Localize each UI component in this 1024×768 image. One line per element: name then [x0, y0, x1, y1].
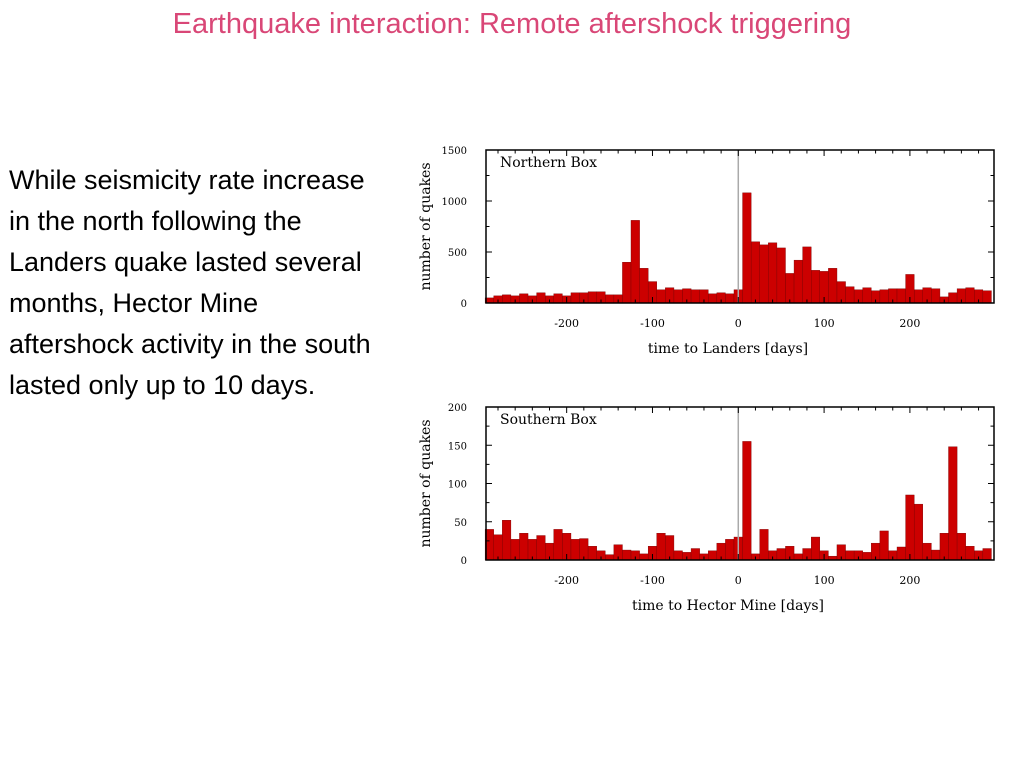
northern-box-chart: -200 -100 0 100 200 0 500 1000 1500 Northern Box t…	[418, 146, 995, 357]
bar	[913, 503, 923, 561]
bar	[776, 548, 786, 561]
bar	[931, 549, 941, 561]
bar	[708, 293, 718, 304]
bar	[665, 535, 675, 561]
bar	[879, 289, 889, 304]
bar	[965, 287, 975, 304]
bar	[690, 289, 700, 304]
bar	[982, 548, 992, 561]
bar	[553, 293, 563, 304]
x-axis-label: time to Landers [days]	[648, 341, 808, 357]
bar	[879, 530, 889, 561]
bar	[639, 553, 649, 561]
bar	[759, 529, 769, 561]
bar	[896, 288, 906, 304]
bar	[519, 293, 529, 304]
bar	[965, 546, 975, 561]
bar	[931, 288, 941, 304]
bar	[656, 533, 666, 561]
bar	[742, 192, 752, 304]
bar	[811, 270, 821, 304]
slide-title: Earthquake interaction: Remote aftershoc…	[172, 8, 852, 40]
bar	[793, 553, 803, 561]
y-axis-label: number of quakes	[418, 162, 434, 290]
x-tick-label: 200	[899, 574, 920, 587]
bar	[785, 273, 795, 304]
bar	[622, 261, 632, 304]
bar	[862, 287, 872, 304]
bar	[862, 552, 872, 561]
bar	[708, 550, 718, 561]
bar	[630, 220, 640, 304]
x-tick-label: 200	[899, 317, 920, 330]
body-text: While seismicity rate increase in the no…	[9, 165, 371, 400]
y-tick-label: 0	[461, 556, 467, 567]
bar	[587, 546, 597, 561]
bar	[939, 533, 949, 561]
bar	[673, 550, 683, 561]
bar	[742, 441, 752, 561]
bar	[502, 294, 512, 304]
x-tick-label: -100	[640, 317, 665, 330]
bar	[905, 494, 915, 561]
y-tick-label: 500	[448, 248, 467, 259]
bar	[519, 533, 529, 561]
bar	[639, 268, 649, 304]
bar	[502, 520, 512, 561]
bar	[536, 292, 546, 304]
bar	[725, 293, 735, 304]
y-tick-label: 150	[448, 441, 467, 452]
bar	[845, 550, 855, 561]
bar	[896, 546, 906, 561]
bar	[982, 290, 992, 304]
plot-frame	[485, 149, 995, 304]
x-axis-label: time to Hector Mine [days]	[632, 598, 824, 614]
bar	[725, 539, 735, 561]
x-tick-label: 100	[814, 317, 835, 330]
bar	[956, 533, 966, 561]
bar	[759, 244, 769, 304]
y-axis-label: number of quakes	[418, 419, 434, 547]
bar	[845, 286, 855, 304]
bar	[802, 246, 812, 304]
bar	[536, 535, 546, 561]
y-tick-label: 200	[448, 403, 467, 414]
bar	[493, 534, 503, 561]
x-tick-label: 0	[735, 317, 742, 330]
x-tick-label: -100	[640, 574, 665, 587]
southern-box-chart: -200 -100 0 100 200 0 50 100 150 200 Southern Box t…	[418, 403, 995, 614]
bar	[570, 539, 580, 561]
x-tick-label: -200	[554, 574, 579, 587]
bar	[828, 268, 838, 304]
y-tick-label: 1500	[442, 146, 467, 157]
bar	[622, 549, 632, 561]
x-tick-label: -200	[554, 317, 579, 330]
x-tick-label: 100	[814, 574, 835, 587]
bar	[776, 247, 786, 304]
panel-title: Northern Box	[500, 155, 597, 171]
bar	[793, 259, 803, 304]
bar	[768, 242, 778, 304]
bar	[605, 554, 615, 561]
y-tick-label: 0	[461, 299, 467, 310]
bar	[948, 446, 958, 561]
bar	[605, 294, 615, 304]
bar	[587, 291, 597, 304]
bar	[570, 292, 580, 304]
y-tick-label: 100	[448, 480, 467, 491]
bar	[553, 529, 563, 561]
bar	[948, 292, 958, 304]
bar	[811, 536, 821, 561]
bar	[673, 289, 683, 304]
bar	[750, 241, 760, 304]
x-tick-label: 0	[735, 574, 742, 587]
y-tick-label: 50	[454, 518, 467, 529]
y-tick-label: 1000	[442, 197, 467, 208]
bar	[913, 289, 923, 304]
bar	[690, 548, 700, 561]
panel-title: Southern Box	[500, 412, 597, 428]
bar	[656, 289, 666, 304]
